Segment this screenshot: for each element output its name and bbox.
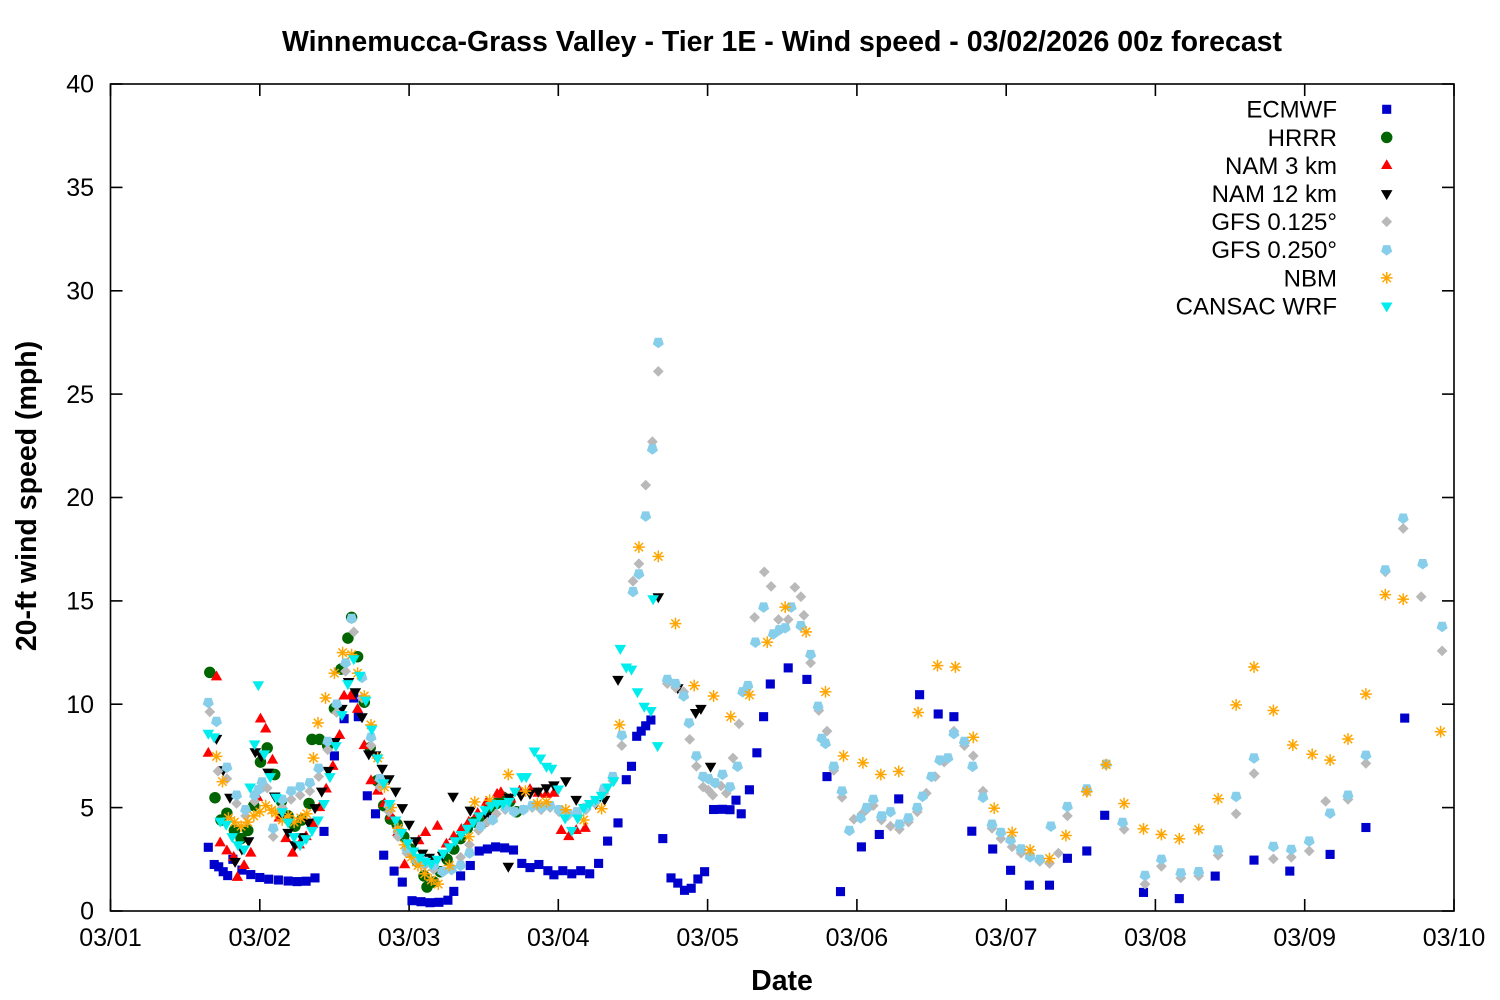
svg-text:15: 15: [66, 588, 94, 616]
svg-text:25: 25: [66, 381, 94, 409]
svg-text:03/08: 03/08: [1124, 924, 1187, 952]
svg-text:CANSAC WRF: CANSAC WRF: [1176, 293, 1337, 320]
svg-text:NAM 3 km: NAM 3 km: [1225, 153, 1337, 180]
svg-text:03/06: 03/06: [826, 924, 889, 952]
svg-text:GFS 0.250°: GFS 0.250°: [1211, 237, 1337, 264]
svg-text:GFS 0.125°: GFS 0.125°: [1211, 209, 1337, 236]
svg-text:NBM: NBM: [1284, 265, 1337, 292]
svg-text:30: 30: [66, 277, 94, 305]
svg-text:NAM 12 km: NAM 12 km: [1212, 181, 1337, 208]
svg-text:03/01: 03/01: [79, 924, 142, 952]
svg-text:35: 35: [66, 174, 94, 202]
svg-text:5: 5: [80, 794, 94, 822]
svg-text:40: 40: [66, 71, 94, 99]
svg-text:03/10: 03/10: [1423, 924, 1486, 952]
svg-text:03/04: 03/04: [527, 924, 590, 952]
svg-text:03/03: 03/03: [378, 924, 441, 952]
svg-text:Date: Date: [751, 965, 813, 997]
svg-text:20-ft wind speed (mph): 20-ft wind speed (mph): [11, 341, 43, 651]
svg-text:0: 0: [80, 898, 94, 926]
svg-text:HRRR: HRRR: [1268, 125, 1337, 152]
svg-text:03/05: 03/05: [676, 924, 739, 952]
svg-text:20: 20: [66, 484, 94, 512]
svg-text:Winnemucca-Grass Valley - Tier: Winnemucca-Grass Valley - Tier 1E - Wind…: [282, 26, 1283, 58]
svg-text:03/02: 03/02: [229, 924, 292, 952]
svg-text:03/09: 03/09: [1273, 924, 1336, 952]
svg-text:10: 10: [66, 691, 94, 719]
svg-text:03/07: 03/07: [975, 924, 1038, 952]
svg-text:ECMWF: ECMWF: [1246, 97, 1337, 124]
